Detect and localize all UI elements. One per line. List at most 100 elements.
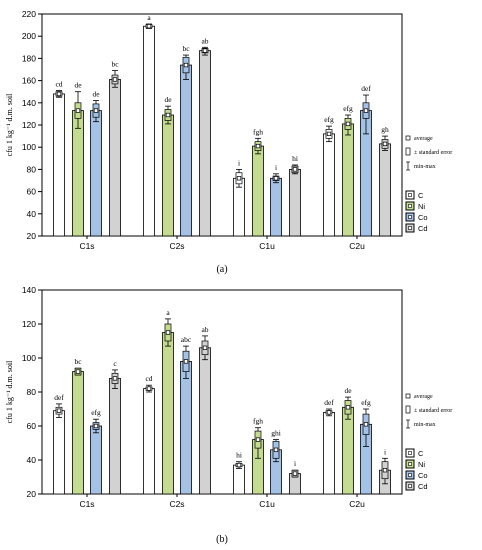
y-tick-label: 20: [27, 231, 37, 241]
legend-series-label: Co: [418, 471, 428, 480]
legend-series-label: Cd: [418, 224, 428, 233]
y-tick-label: 40: [27, 455, 37, 465]
bar: [323, 411, 335, 495]
x-tick-label: C2s: [169, 241, 184, 251]
significance-letter: ab: [201, 325, 208, 334]
significance-letter: de: [74, 81, 82, 90]
bar: [90, 110, 102, 237]
average-legend-icon: [405, 393, 411, 399]
legend-series-label: Ni: [418, 202, 425, 211]
legend-stat-label: min-max: [414, 164, 436, 170]
legend-swatch-marker: [408, 193, 412, 197]
significance-letter: bc: [111, 60, 119, 69]
y-tick-label: 40: [27, 209, 37, 219]
average-marker: [75, 369, 81, 374]
average-marker: [93, 423, 99, 429]
average-marker: [363, 108, 369, 113]
significance-letter: efg: [91, 408, 101, 417]
bar: [180, 360, 192, 495]
chart-panel-a: 20 40 60 80 100 120 140 160 180 200 220 cfu 1 kg⁻¹ …: [5, 9, 452, 275]
bar: [342, 406, 354, 495]
average-marker: [165, 330, 171, 335]
x-tick-label: C2s: [169, 499, 184, 509]
average-marker: [93, 108, 99, 113]
average-marker: [112, 77, 118, 82]
significance-letter: cd: [55, 80, 62, 89]
legend-swatch-marker: [408, 204, 412, 208]
y-tick-label: 20: [27, 489, 37, 499]
average-marker: [236, 462, 242, 468]
significance-letter: efg: [324, 115, 334, 124]
bar: [199, 50, 211, 237]
significance-letter: abc: [181, 335, 192, 344]
significance-letter: gh: [381, 125, 389, 134]
significance-letter: a: [147, 13, 151, 22]
legend-stat-label: average: [414, 394, 433, 400]
y-tick-label: 80: [27, 387, 37, 397]
se-legend-icon: [405, 405, 411, 414]
x-tick-label: C2u: [349, 241, 365, 251]
average-marker: [56, 408, 62, 413]
bar: [53, 93, 65, 237]
average-marker: [273, 176, 279, 181]
significance-letter: c: [113, 359, 117, 368]
significance-letter: efg: [343, 104, 353, 113]
bar: [180, 64, 192, 237]
y-tick-label: 100: [22, 142, 36, 152]
legend-series-label: Cd: [418, 482, 428, 491]
bar: [252, 145, 264, 237]
bar: [323, 133, 335, 237]
legend-swatch-marker: [408, 462, 412, 466]
legend-statistics: average ± standard error min-max: [405, 135, 452, 171]
bar: [143, 388, 155, 495]
significance-letter: i: [294, 459, 296, 468]
average-marker: [363, 422, 369, 427]
legend-swatch-marker: [408, 484, 412, 488]
bar: [90, 425, 102, 495]
bar: [109, 79, 121, 237]
average-marker: [326, 131, 332, 137]
y-axis-label: cfu 1 kg⁻¹ d.m. soil: [5, 360, 14, 423]
significance-letter: def: [361, 84, 371, 93]
significance-letter: a: [166, 308, 170, 317]
legend-series-label: C: [418, 449, 424, 458]
average-marker: [183, 359, 189, 364]
y-tick-label: 60: [27, 187, 37, 197]
average-marker: [326, 410, 332, 415]
average-marker: [183, 62, 189, 68]
y-tick-label: 140: [22, 285, 36, 295]
x-tick-label: C1u: [259, 499, 275, 509]
legend-series-label: Co: [418, 213, 428, 222]
average-marker: [202, 345, 208, 350]
significance-letter: fgh: [253, 127, 263, 136]
significance-letter: cd: [145, 374, 152, 383]
y-tick-label: 60: [27, 421, 37, 431]
bar: [53, 410, 65, 495]
legend-series: C Ni Co Cd: [405, 448, 428, 491]
bar: [233, 464, 245, 495]
legend-stat-label: average: [414, 136, 433, 142]
significance-letter: hi: [236, 451, 242, 460]
bar: [199, 347, 211, 495]
average-marker: [382, 468, 388, 473]
significance-letter: ab: [201, 36, 208, 45]
significance-letter: def: [54, 393, 64, 402]
bar: [72, 110, 84, 237]
panel-label: (a): [216, 264, 227, 275]
average-marker: [75, 108, 81, 113]
y-tick-label: 140: [22, 98, 36, 108]
y-tick-label: 100: [22, 353, 36, 363]
significance-letter: efg: [361, 398, 371, 407]
average-marker: [255, 437, 261, 442]
average-marker: [112, 376, 118, 381]
bar: [143, 25, 155, 237]
x-tick-label: C1s: [79, 241, 94, 251]
bar: [342, 123, 354, 237]
legend-swatch-marker: [408, 451, 412, 455]
panel-label: (b): [216, 534, 228, 545]
significance-letter: ghi: [271, 429, 281, 438]
average-marker: [345, 405, 351, 410]
significance-letter: bc: [182, 44, 190, 53]
significance-letter: i: [275, 163, 277, 172]
x-tick-label: C1s: [79, 499, 94, 509]
